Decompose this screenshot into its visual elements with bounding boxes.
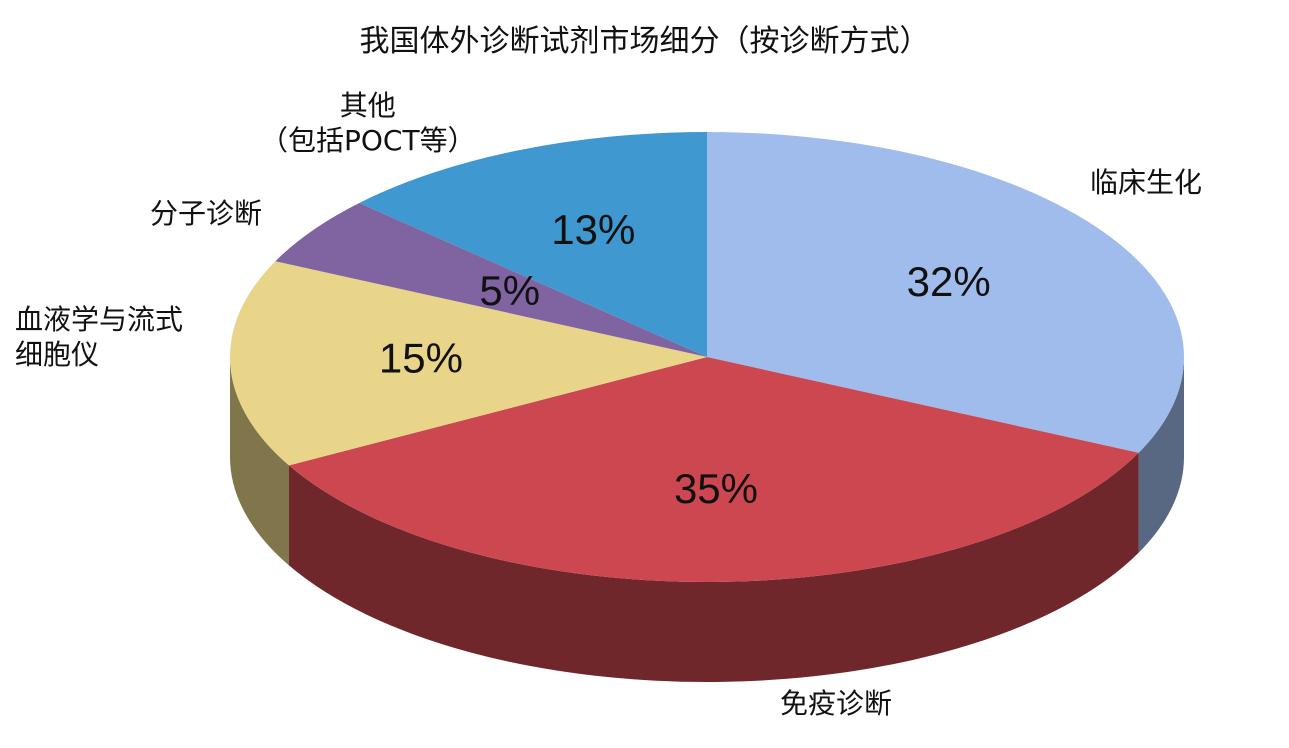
category-label: 分子诊断 <box>150 197 263 230</box>
category-label: 免疫诊断 <box>780 687 893 720</box>
value-label: 5% <box>479 267 540 314</box>
slice <box>230 261 707 466</box>
slice <box>707 132 1184 453</box>
category-label: 血液学与流式 细胞仪 <box>15 303 184 371</box>
slice-side <box>229 357 290 566</box>
slice <box>359 132 707 357</box>
slice-side <box>1138 357 1184 553</box>
value-label: 13% <box>551 206 635 253</box>
category-label: 其他 （包括POCT等） <box>260 89 476 157</box>
category-label: 临床生化 <box>1090 166 1203 199</box>
value-label: 32% <box>907 258 991 305</box>
value-label: 15% <box>379 334 463 381</box>
slice <box>289 357 1139 582</box>
slice <box>275 202 707 357</box>
slice-side <box>289 452 1139 682</box>
value-label: 35% <box>674 465 758 512</box>
chart-title: 我国体外诊断试剂市场细分（按诊断方式） <box>359 24 930 59</box>
